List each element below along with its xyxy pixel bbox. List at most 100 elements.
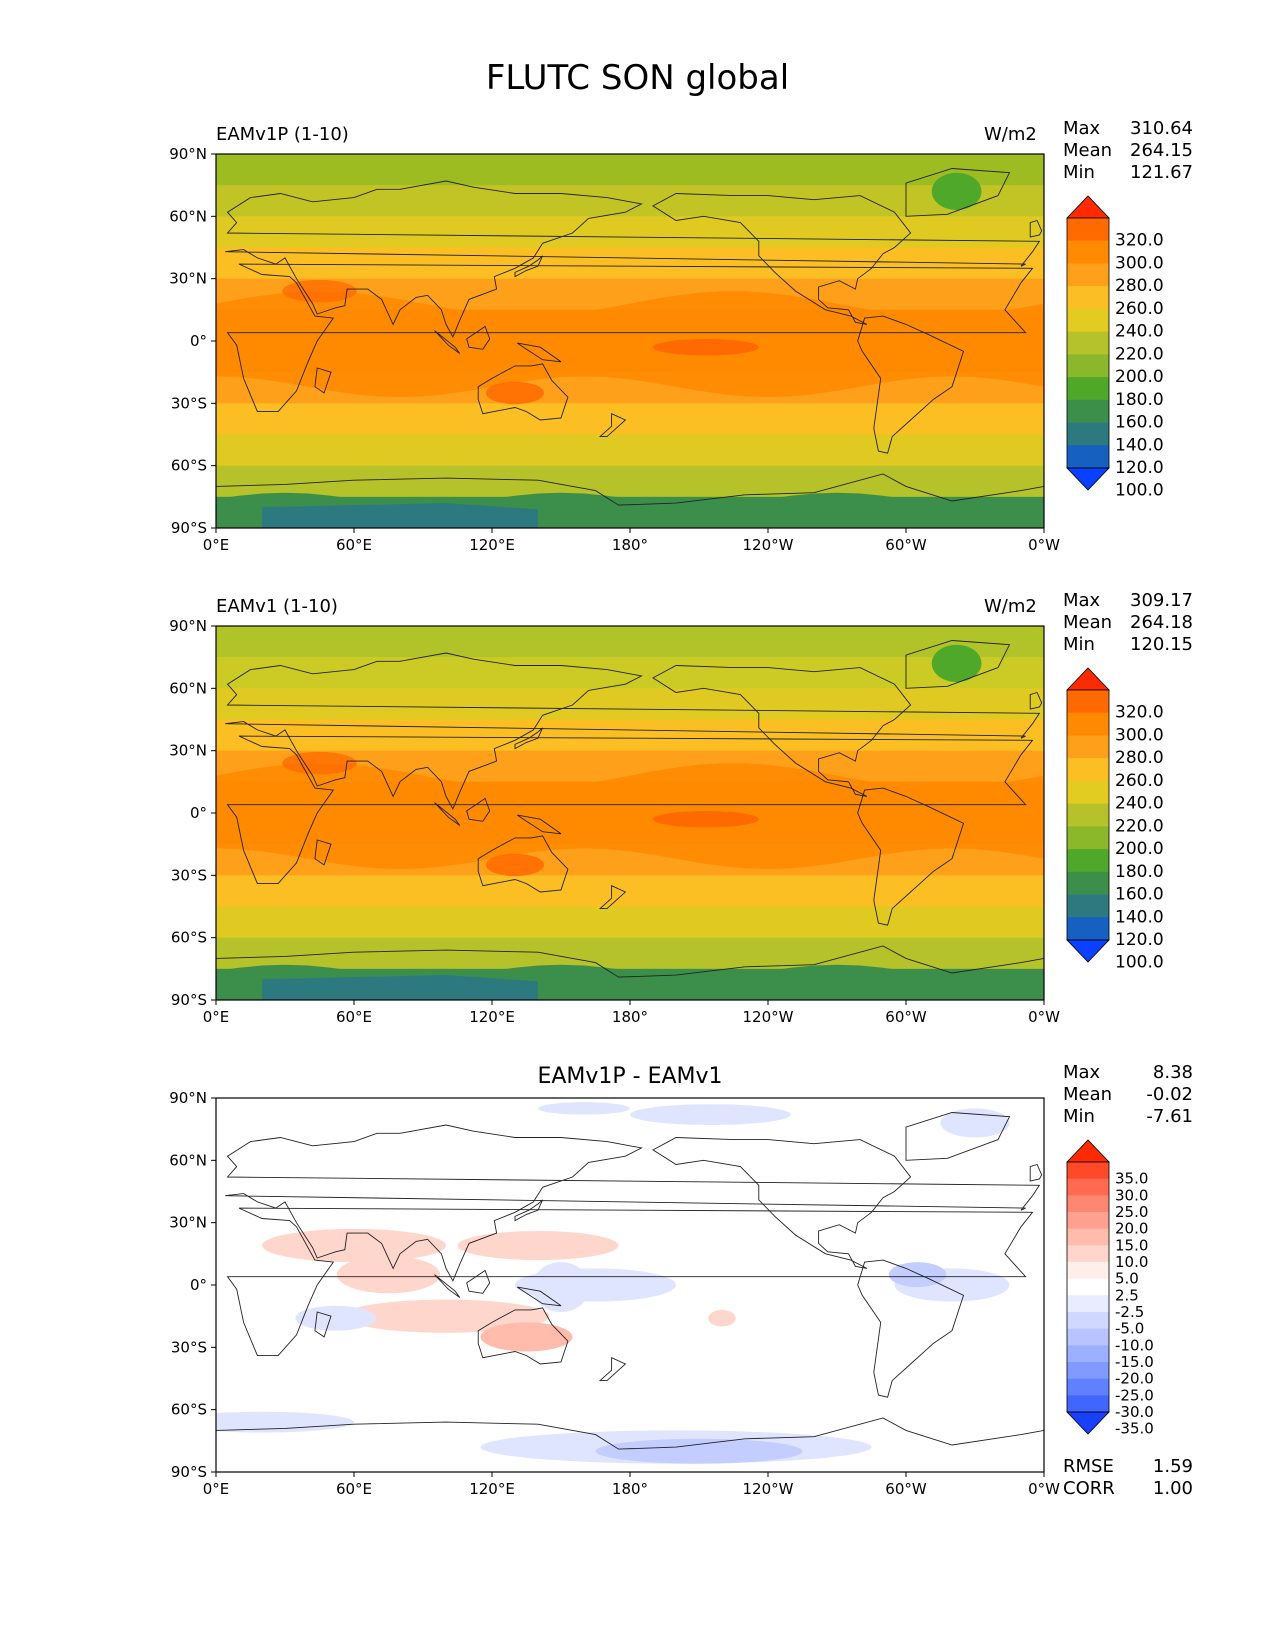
- colorbar-segment: [1067, 331, 1109, 355]
- lon-tick-label: 180°: [612, 1480, 648, 1498]
- coastline-antarctica: [216, 945, 1044, 978]
- stat-value: 120.15: [1130, 634, 1193, 655]
- latitude-band: [216, 875, 1044, 908]
- colorbar-segment: [1067, 399, 1109, 424]
- colorbar-tick-label: 320.0: [1115, 703, 1164, 723]
- colorbar-tick-label: -20.0: [1115, 1370, 1154, 1388]
- lon-tick-label: 120°W: [743, 1480, 794, 1498]
- coastlines: [216, 640, 1044, 978]
- latitude-band: [216, 626, 1044, 659]
- stat-value: 121.67: [1130, 162, 1193, 183]
- coastline-madagascar: [314, 839, 332, 866]
- colorbar-tick-label: 240.0: [1115, 794, 1164, 814]
- colorbar-tick-label: 30.0: [1115, 1186, 1148, 1204]
- difference-field: [216, 1098, 1044, 1472]
- coastline-new-guinea: [517, 814, 562, 835]
- stat-row: RMSE 1.59: [1063, 1456, 1193, 1478]
- colorbar-extend-min: [1066, 1411, 1110, 1435]
- lat-tick-label: 90°S: [171, 991, 207, 1009]
- anomaly-patch: [336, 1255, 441, 1294]
- colorbar-segment: [1067, 735, 1109, 759]
- colorbar-tick-label: 15.0: [1115, 1236, 1148, 1254]
- stat-row: Mean -0.02: [1063, 1084, 1193, 1106]
- colorbar-segment: [1067, 445, 1109, 469]
- colorbar-segment: [1067, 849, 1109, 873]
- lat-tick-label: 90°N: [169, 617, 207, 635]
- colorbar-tick-label: 200.0: [1115, 367, 1164, 387]
- colorbar-frame: [1066, 217, 1110, 469]
- lon-tick-label: 120°E: [469, 1008, 515, 1026]
- anomaly-patch: [295, 1305, 376, 1331]
- panel-units: W/m2: [984, 596, 1037, 617]
- lon-tick-label: 60°W: [885, 536, 927, 554]
- lat-tick-label: 60°S: [171, 457, 207, 475]
- colorbar-tick-label: 5.0: [1115, 1270, 1139, 1288]
- tropical-band: [216, 763, 1044, 870]
- lat-tick-label: 60°N: [169, 1151, 207, 1169]
- colorbar-tick-label: 35.0: [1115, 1170, 1148, 1188]
- coastline-europe-asia: [225, 1124, 1041, 1282]
- panel-center-title: EAMv1P - EAMv1: [537, 1064, 723, 1089]
- colorbar-segment: [1067, 1262, 1109, 1280]
- colorbar-tick-label: 260.0: [1115, 299, 1164, 319]
- stat-value: 264.18: [1130, 612, 1193, 633]
- stat-label: Max: [1063, 1062, 1101, 1083]
- colorbar-tick-label: 220.0: [1115, 816, 1164, 836]
- colorbar-segment: [1067, 1178, 1109, 1196]
- stat-row: Max 8.38: [1063, 1062, 1193, 1084]
- latitude-band: [216, 937, 1044, 970]
- coastline-antarctica: [216, 473, 1044, 506]
- coastline-new-guinea: [517, 342, 562, 363]
- colorbar-segment: [1067, 1195, 1109, 1213]
- colorbar-tick-label: 200.0: [1115, 839, 1164, 859]
- stat-value: 1.59: [1152, 1456, 1193, 1477]
- australia-hotspot: [486, 853, 544, 877]
- lon-tick-label: 180°: [612, 1008, 648, 1026]
- colorbar-tick-label: 140.0: [1115, 435, 1164, 455]
- anomaly-patch: [708, 1309, 736, 1327]
- colorbar-extend-max: [1066, 1139, 1110, 1163]
- stat-row: Max 309.17: [1063, 590, 1193, 612]
- colorbar-segment: [1067, 218, 1109, 242]
- coastline-greenland: [905, 640, 1011, 689]
- colorbar-tick-label: 320.0: [1115, 231, 1164, 251]
- colorbar-segment: [1067, 1162, 1109, 1180]
- coastline-greenland: [905, 168, 1011, 217]
- colorbar-segment: [1067, 1345, 1109, 1363]
- coastline-japan: [514, 255, 544, 278]
- latitude-band: [216, 906, 1044, 939]
- colorbar-segment: [1067, 758, 1109, 782]
- lat-tick-label: 60°N: [169, 207, 207, 225]
- antarctic-low: [262, 975, 538, 1000]
- coastline-borneo: [466, 797, 491, 822]
- panel-stats: Max 8.38 Mean -0.02 Min -7.61: [1063, 1062, 1193, 1128]
- colorbar-frame: [1066, 1161, 1110, 1413]
- coastline-north-america: [652, 1137, 912, 1269]
- coastline-new-guinea: [517, 1286, 562, 1307]
- colorbar-segment: [1067, 1245, 1109, 1263]
- latitude-band: [216, 688, 1044, 721]
- colorbar-tick-label: 10.0: [1115, 1253, 1148, 1271]
- contour-field: [216, 626, 1044, 1000]
- lon-tick-label: 0°W: [1028, 1480, 1060, 1498]
- colorbar-tick-label: -2.5: [1115, 1303, 1144, 1321]
- figure-title: FLUTC SON global: [485, 58, 790, 98]
- lat-tick-label: 0°: [190, 804, 207, 822]
- colorbar-segment: [1067, 690, 1109, 714]
- stat-label: Min: [1063, 634, 1095, 655]
- colorbar-tick-label: -5.0: [1115, 1320, 1144, 1338]
- latitude-band: [216, 434, 1044, 467]
- colorbar-segment: [1067, 780, 1109, 805]
- coastline-europe-asia: [225, 652, 1041, 810]
- stat-row: Mean 264.15: [1063, 140, 1193, 162]
- coastline-africa: [226, 735, 1034, 885]
- lat-tick-label: 30°N: [169, 742, 207, 760]
- stat-value: 309.17: [1130, 590, 1193, 611]
- anomaly-patch: [630, 1104, 791, 1126]
- anomaly-patch: [262, 1228, 446, 1263]
- colorbar-segment: [1067, 1228, 1109, 1246]
- colorbar-tick-label: 180.0: [1115, 390, 1164, 410]
